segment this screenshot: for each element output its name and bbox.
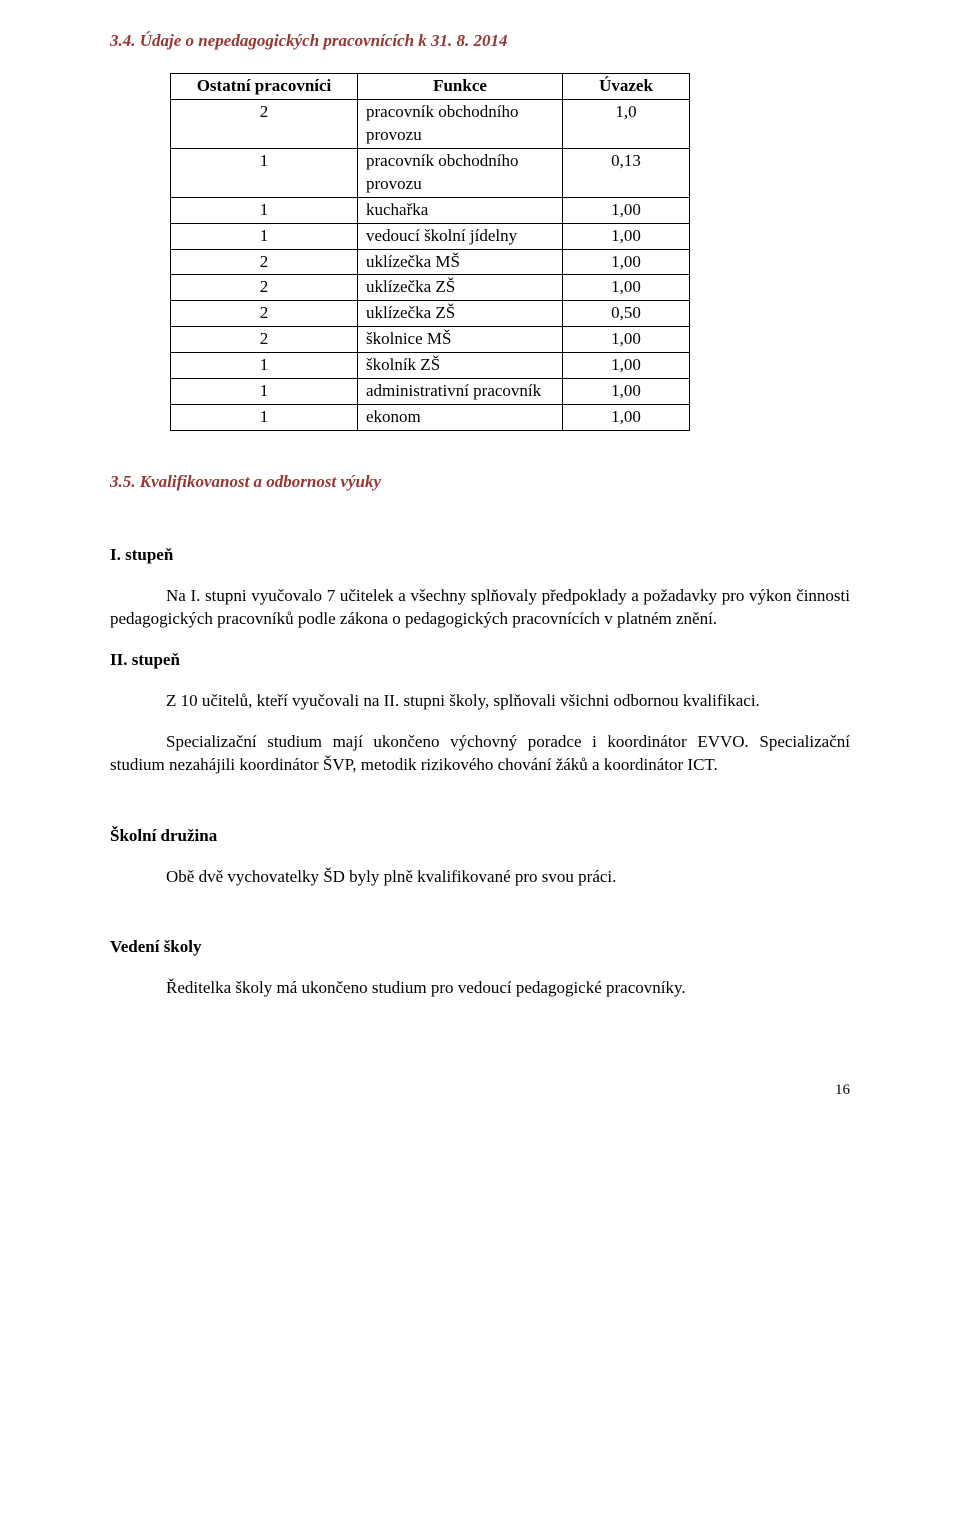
cell: 0,50 (563, 301, 690, 327)
col-header-function: Funkce (358, 73, 563, 99)
col-header-fte: Úvazek (563, 73, 690, 99)
staff-table: Ostatní pracovníci Funkce Úvazek 2 praco… (170, 73, 690, 431)
cell: školník ZŠ (358, 353, 563, 379)
paragraph: Ředitelka školy má ukončeno studium pro … (110, 977, 850, 1000)
heading-3-4: 3.4. Údaje o nepedagogických pracovnícíc… (110, 30, 850, 53)
table-row: 1 pracovník obchodního provozu 0,13 (171, 148, 690, 197)
cell: 2 (171, 249, 358, 275)
cell: 1,00 (563, 197, 690, 223)
cell: školnice MŠ (358, 327, 563, 353)
cell: 1,00 (563, 327, 690, 353)
cell: pracovník obchodního provozu (358, 148, 563, 197)
cell: ekonom (358, 405, 563, 431)
cell: 1 (171, 353, 358, 379)
table-row: 2 uklízečka ZŠ 1,00 (171, 275, 690, 301)
table-row: 1 kuchařka 1,00 (171, 197, 690, 223)
table-row: 2 školnice MŠ 1,00 (171, 327, 690, 353)
cell: 1 (171, 197, 358, 223)
cell: pracovník obchodního provozu (358, 99, 563, 148)
cell: 1,00 (563, 353, 690, 379)
cell: vedoucí školní jídelny (358, 223, 563, 249)
cell: kuchařka (358, 197, 563, 223)
subheading-i-stupen: I. stupeň (110, 544, 850, 567)
table-row: 1 administrativní pracovník 1,00 (171, 379, 690, 405)
cell: 2 (171, 99, 358, 148)
table-header-row: Ostatní pracovníci Funkce Úvazek (171, 73, 690, 99)
col-header-count: Ostatní pracovníci (171, 73, 358, 99)
cell: 1,00 (563, 405, 690, 431)
table-row: 2 uklízečka MŠ 1,00 (171, 249, 690, 275)
paragraph: Specializační studium mají ukončeno vých… (110, 731, 850, 777)
cell: 2 (171, 327, 358, 353)
subheading-vedeni-skoly: Vedení školy (110, 936, 850, 959)
cell: administrativní pracovník (358, 379, 563, 405)
table-row: 1 školník ZŠ 1,00 (171, 353, 690, 379)
cell: uklízečka ZŠ (358, 301, 563, 327)
table-row: 1 ekonom 1,00 (171, 405, 690, 431)
cell: 2 (171, 301, 358, 327)
cell: 1,0 (563, 99, 690, 148)
cell: uklízečka MŠ (358, 249, 563, 275)
cell: 2 (171, 275, 358, 301)
table-row: 2 pracovník obchodního provozu 1,0 (171, 99, 690, 148)
cell: 1 (171, 148, 358, 197)
table-row: 2 uklízečka ZŠ 0,50 (171, 301, 690, 327)
table-row: 1 vedoucí školní jídelny 1,00 (171, 223, 690, 249)
cell: 1,00 (563, 275, 690, 301)
paragraph: Obě dvě vychovatelky ŠD byly plně kvalif… (110, 866, 850, 889)
paragraph: Na I. stupni vyučovalo 7 učitelek a všec… (110, 585, 850, 631)
subheading-ii-stupen: II. stupeň (110, 649, 850, 672)
cell: 0,13 (563, 148, 690, 197)
paragraph: Z 10 učitelů, kteří vyučovali na II. stu… (110, 690, 850, 713)
subheading-skolni-druzina: Školní družina (110, 825, 850, 848)
cell: uklízečka ZŠ (358, 275, 563, 301)
cell: 1 (171, 223, 358, 249)
cell: 1 (171, 379, 358, 405)
cell: 1,00 (563, 379, 690, 405)
cell: 1,00 (563, 249, 690, 275)
cell: 1 (171, 405, 358, 431)
cell: 1,00 (563, 223, 690, 249)
heading-3-5: 3.5. Kvalifikovanost a odbornost výuky (110, 471, 850, 494)
page-number: 16 (110, 1080, 850, 1100)
